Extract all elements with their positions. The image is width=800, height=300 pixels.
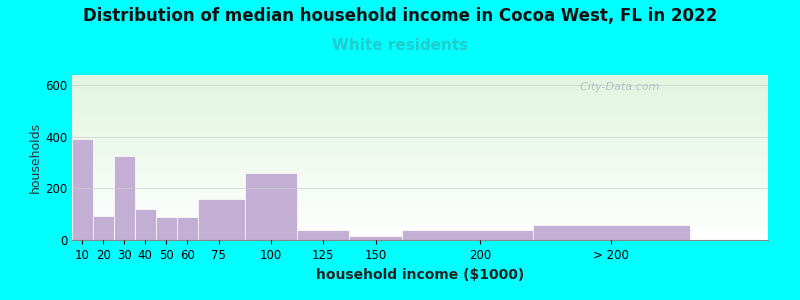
Bar <box>297 230 350 240</box>
Bar <box>93 215 114 240</box>
Text: City-Data.com: City-Data.com <box>573 82 660 92</box>
Bar <box>114 156 134 240</box>
Bar <box>533 224 690 240</box>
Bar <box>198 199 245 240</box>
Y-axis label: households: households <box>29 122 42 193</box>
Bar <box>245 173 297 240</box>
Bar <box>350 236 402 240</box>
Bar <box>177 217 198 240</box>
Bar <box>134 209 156 240</box>
Bar <box>72 140 93 240</box>
Bar <box>156 217 177 240</box>
X-axis label: household income ($1000): household income ($1000) <box>316 268 524 282</box>
Bar <box>402 230 533 240</box>
Text: White residents: White residents <box>332 38 468 52</box>
Text: Distribution of median household income in Cocoa West, FL in 2022: Distribution of median household income … <box>83 8 717 26</box>
